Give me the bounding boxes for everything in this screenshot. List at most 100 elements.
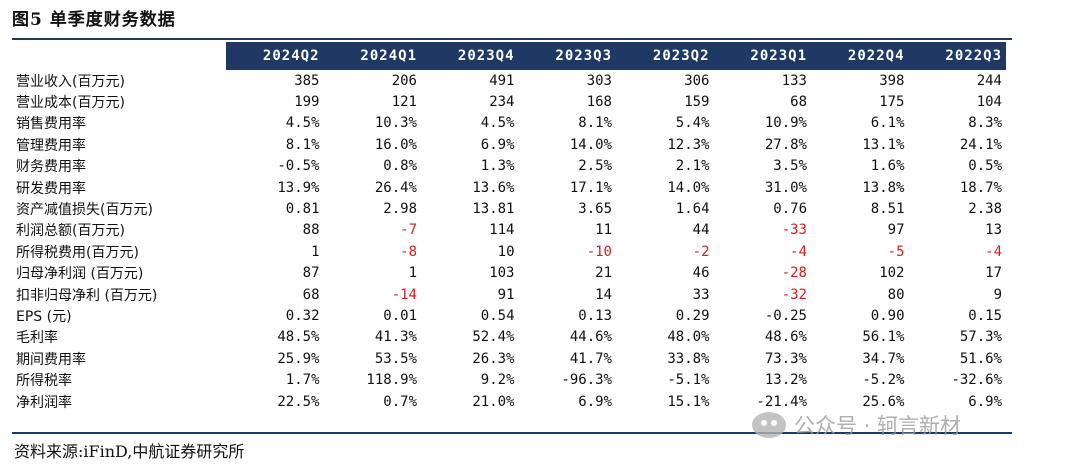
table-cell: 1 (408, 265, 417, 282)
table-cell: 33 (692, 286, 710, 303)
table-cell: 206 (391, 72, 417, 89)
table-cell: 0.81 (285, 201, 320, 218)
row-label: 营业成本(百万元) (16, 95, 125, 112)
table-cell: 14.0% (667, 179, 710, 196)
row-label: 扣非归母净利 (百万元) (16, 287, 158, 304)
table-cell: -28 (781, 265, 807, 282)
table-cell: 52.4% (472, 329, 515, 346)
table-cell: 10 (497, 243, 515, 260)
column-header: 2023Q1 (713, 42, 811, 70)
table-cell: 2.98 (383, 201, 417, 218)
table-cell: 68 (790, 94, 807, 111)
table-cell: 3.65 (578, 201, 612, 218)
table-cell: -8 (400, 243, 417, 260)
table-cell: 1 (311, 243, 320, 260)
table-cell: 31.0% (764, 179, 807, 196)
table-cell: 27.8% (764, 136, 807, 153)
table-cell: 175 (879, 94, 905, 111)
table-cell: 13.81 (472, 201, 515, 218)
table-cell: 16.0% (374, 136, 417, 153)
table-cell: -5 (887, 243, 905, 260)
table-cell: 114 (489, 222, 515, 239)
table-cell: -0.25 (764, 307, 807, 324)
table-cell: 1.6% (870, 158, 905, 175)
table-row: 归母净利润 (百万元) 87 1 103 21 46 -28 102 17 (12, 263, 1006, 284)
table-cell: 234 (489, 94, 515, 111)
column-header: 2024Q1 (323, 42, 421, 70)
table-cell: 80 (887, 286, 905, 303)
table-cell: 2.5% (578, 158, 612, 175)
table-cell: 11 (595, 222, 612, 239)
table-row: 销售费用率 4.5% 10.3% 4.5% 8.1% 5.4% 10.9% 6.1% 8.3% (12, 113, 1006, 134)
header-row: 2024Q2 2024Q1 2023Q4 2023Q3 2023Q2 2023Q… (12, 42, 1006, 70)
table-cell: -4 (790, 243, 807, 260)
table-cell: 13.1% (862, 136, 905, 153)
table-cell: 0.54 (480, 307, 515, 324)
table-cell: 97 (887, 222, 905, 239)
table-cell: -5.1% (667, 372, 710, 389)
table-cell: 13.2% (764, 372, 807, 389)
table-cell: 6.1% (870, 115, 905, 132)
table-cell: 2.1% (675, 158, 710, 175)
table-cell: 91 (497, 286, 515, 303)
table-cell: 491 (489, 72, 515, 89)
table-row: 资产减值损失(百万元) 0.81 2.98 13.81 3.65 1.64 0.76 8.51… (12, 198, 1006, 219)
table-cell: -32.6% (951, 372, 1002, 389)
table-cell: 26.3% (472, 350, 515, 367)
table-cell: 17.1% (569, 179, 612, 196)
table-cell: 0.32 (285, 307, 320, 324)
figure-title: 图5 单季度财务数据 (12, 10, 176, 30)
row-label: 管理费用率 (16, 137, 86, 154)
table-cell: 51.6% (959, 350, 1002, 367)
table-cell: -32 (781, 286, 807, 303)
row-label: 毛利率 (16, 330, 58, 347)
row-label: 财务费用率 (16, 159, 86, 176)
table-cell: 53.5% (374, 350, 417, 367)
table-cell: 8.1% (285, 136, 320, 153)
table-cell: 6.9% (578, 393, 612, 410)
table-cell: 41.7% (569, 350, 612, 367)
table-cell: 0.01 (383, 307, 417, 324)
table-cell: 18.7% (959, 179, 1002, 196)
table-cell: -10 (586, 243, 612, 260)
table-cell: 24.1% (959, 136, 1002, 153)
table-cell: 1.3% (480, 158, 515, 175)
table-cell: 104 (976, 94, 1002, 111)
table-cell: 0.8% (383, 158, 417, 175)
table-cell: 48.5% (277, 329, 320, 346)
table-cell: 33.8% (667, 350, 710, 367)
table-cell: 0.13 (578, 307, 612, 324)
table-row: 毛利率 48.5% 41.3% 52.4% 44.6% 48.0% 48.6% 56.1% 57… (12, 327, 1006, 348)
table-cell: 25.6% (862, 393, 905, 410)
table-cell: 6.9% (968, 393, 1002, 410)
table-cell: 9.2% (480, 372, 515, 389)
table-cell: 4.5% (285, 115, 320, 132)
table-cell: 398 (879, 72, 905, 89)
table-row: 所得税率 1.7% 118.9% 9.2% -96.3% -5.1% 13.2% -5.2% -… (12, 369, 1006, 390)
table-row: 扣非归母净利 (百万元) 68 -14 91 14 33 -32 80 9 (12, 284, 1006, 305)
table-cell: 14 (595, 286, 612, 303)
table-cell: 244 (976, 72, 1002, 89)
table-cell: 303 (586, 72, 612, 89)
table-cell: 2.38 (968, 201, 1002, 218)
table-cell: 8.3% (968, 115, 1002, 132)
table-cell: 26.4% (374, 179, 417, 196)
table-cell: 0.7% (383, 393, 417, 410)
table-cell: 6.9% (480, 136, 515, 153)
column-header: 2024Q2 (226, 42, 324, 70)
table-cell: 34.7% (862, 350, 905, 367)
table-cell: 0.15 (968, 307, 1002, 324)
row-label: 所得税费用(百万元) (16, 244, 139, 261)
table-cell: 0.5% (968, 158, 1002, 175)
table-cell: 13 (985, 222, 1002, 239)
table-cell: 12.3% (667, 136, 710, 153)
table-cell: -21.4% (756, 393, 807, 410)
table-cell: 159 (684, 94, 710, 111)
table-row: 净利润率 22.5% 0.7% 21.0% 6.9% 15.1% -21.4% 25.6% 6.… (12, 391, 1006, 412)
table-bottom-rule (12, 432, 1012, 434)
column-header: 2023Q2 (616, 42, 714, 70)
row-label: 研发费用率 (16, 180, 86, 197)
table-cell: 103 (489, 265, 515, 282)
row-label: 净利润率 (16, 394, 72, 411)
column-header: 2023Q3 (518, 42, 616, 70)
